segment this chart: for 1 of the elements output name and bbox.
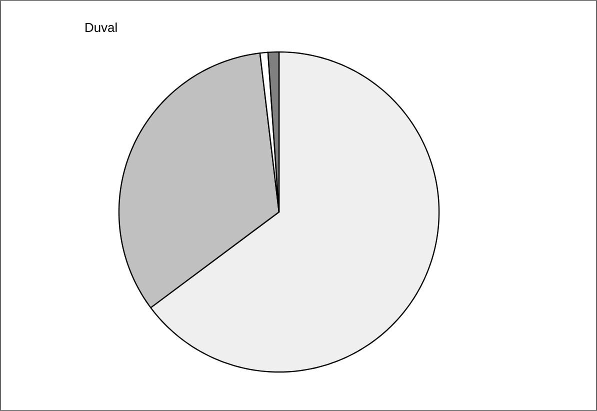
chart-title: Duval (86, 22, 117, 32)
